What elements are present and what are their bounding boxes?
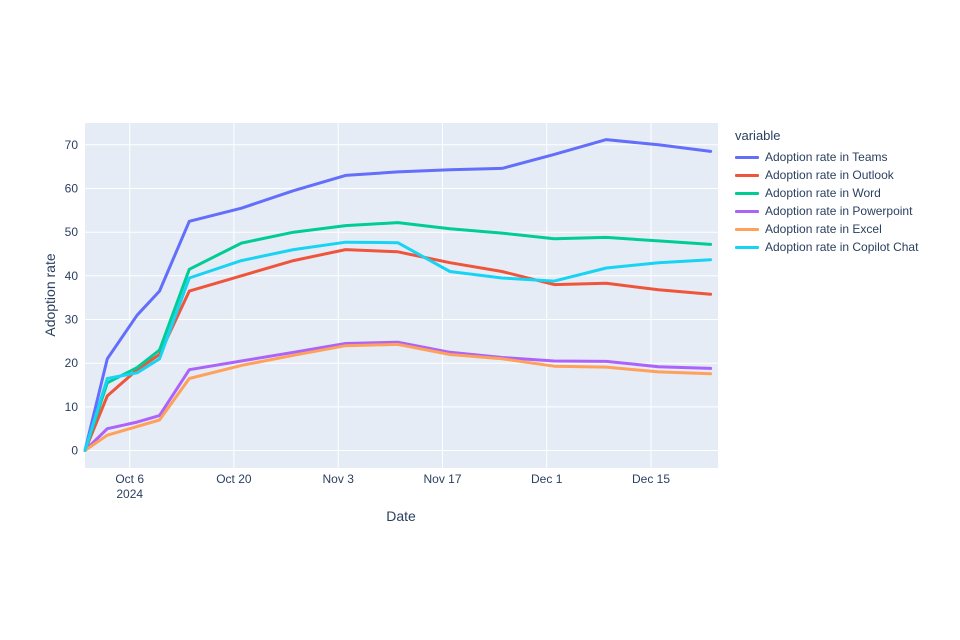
y-tick-label: 60 [65, 182, 79, 196]
series-line[interactable] [83, 340, 713, 452]
legend-item[interactable]: Adoption rate in Powerpoint [735, 202, 918, 220]
x-tick-label: Oct 20 [216, 472, 252, 486]
legend-swatch [735, 227, 759, 231]
x-tick-label: Dec 1 [531, 472, 563, 486]
legend-label: Adoption rate in Powerpoint [765, 204, 913, 218]
y-tick-label: 70 [65, 138, 79, 152]
legend-item[interactable]: Adoption rate in Outlook [735, 166, 918, 184]
legend-swatch [735, 155, 759, 159]
legend-swatch [735, 209, 759, 213]
y-tick-label: 0 [71, 444, 78, 458]
x-axis-title: Date [386, 508, 416, 524]
legend-item[interactable]: Adoption rate in Teams [735, 148, 918, 166]
legend-swatch [735, 173, 759, 177]
series-line[interactable] [83, 342, 713, 452]
legend-items: Adoption rate in Teams Adoption rate in O… [735, 148, 918, 256]
legend-label: Adoption rate in Teams [765, 150, 888, 164]
y-axis-title: Adoption rate [42, 253, 58, 337]
legend-label: Adoption rate in Word [765, 186, 881, 200]
legend-label: Adoption rate in Outlook [765, 168, 894, 182]
y-tick-label: 40 [65, 269, 79, 283]
y-tick-label: 20 [65, 356, 79, 370]
legend-item[interactable]: Adoption rate in Word [735, 184, 918, 202]
x-tick-label: Nov 17 [423, 472, 461, 486]
plot-area[interactable] [85, 123, 718, 468]
y-tick-label: 10 [65, 400, 79, 414]
legend-item[interactable]: Adoption rate in Copilot Chat [735, 238, 918, 256]
y-tick-label: 30 [65, 313, 79, 327]
x-tick-label: Dec 15 [632, 472, 670, 486]
x-tick-label: Nov 3 [323, 472, 355, 486]
legend-swatch [735, 191, 759, 195]
legend: variable Adoption rate in Teams Adoption … [735, 128, 918, 256]
legend-title: variable [735, 128, 781, 143]
series-line[interactable] [83, 248, 713, 452]
series-line[interactable] [83, 221, 713, 452]
y-tick-label: 50 [65, 225, 79, 239]
legend-swatch [735, 245, 759, 249]
x-tick-sublabel: 2024 [116, 487, 143, 501]
x-tick-label: Oct 6 [115, 472, 144, 486]
series-line[interactable] [83, 138, 713, 452]
legend-label: Adoption rate in Copilot Chat [765, 240, 919, 254]
legend-item[interactable]: Adoption rate in Excel [735, 220, 918, 238]
series-line[interactable] [83, 240, 713, 452]
legend-label: Adoption rate in Excel [765, 222, 882, 236]
